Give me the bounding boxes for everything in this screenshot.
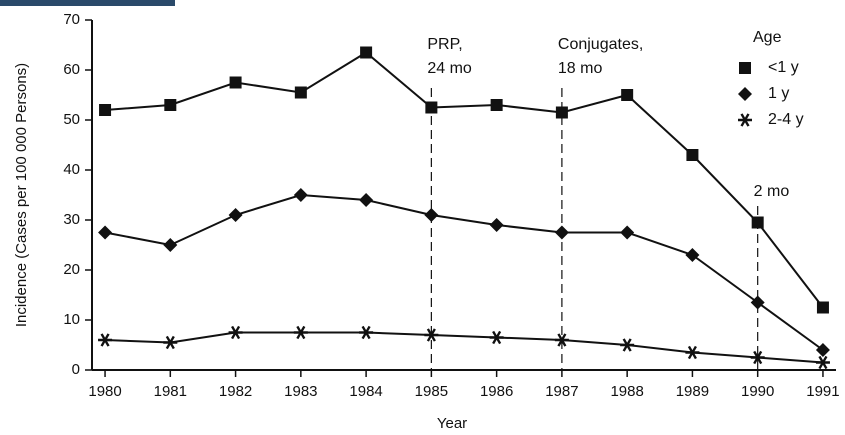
y-axis-label: Incidence (Cases per 100 000 Persons) <box>13 63 30 327</box>
marker-asterisk <box>163 335 178 350</box>
legend-marker <box>739 62 751 74</box>
marker-diamond <box>554 225 569 240</box>
marker-diamond <box>815 343 830 357</box>
annotation-text: 24 mo <box>427 60 472 77</box>
annotation-text: PRP, <box>427 36 462 53</box>
image-fragment <box>0 0 175 6</box>
marker-asterisk <box>554 333 569 347</box>
marker-square <box>229 76 242 89</box>
x-tick-label: 1982 <box>219 383 252 400</box>
marker-square <box>360 46 373 59</box>
marker-square <box>751 216 764 229</box>
annotation-text: Conjugates, <box>558 36 643 53</box>
marker-diamond <box>359 193 374 207</box>
x-tick-label: 1988 <box>610 383 643 400</box>
marker-square <box>555 106 568 119</box>
marker-asterisk <box>359 325 374 340</box>
y-tick-label: 70 <box>63 11 80 28</box>
marker-diamond <box>489 218 504 232</box>
marker-asterisk <box>815 355 830 370</box>
x-tick-label: 1983 <box>284 383 317 400</box>
annotation-text: 2 mo <box>754 183 790 200</box>
x-tick-label: 1984 <box>349 383 382 400</box>
marker-asterisk <box>424 328 439 342</box>
marker-diamond <box>228 208 243 222</box>
marker-asterisk <box>489 330 504 345</box>
series-line <box>104 193 824 351</box>
x-tick-label: 1990 <box>741 383 774 400</box>
legend-marker <box>738 113 752 127</box>
x-axis-label: Year <box>437 415 467 432</box>
annotation-text: 18 mo <box>558 60 603 77</box>
marker-square <box>294 86 307 99</box>
marker-asterisk <box>750 350 765 365</box>
marker-diamond <box>98 225 113 240</box>
legend-label: <1 y <box>768 59 799 76</box>
marker-asterisk <box>293 325 308 340</box>
y-tick-label: 10 <box>63 311 80 328</box>
y-tick-label: 50 <box>63 111 80 128</box>
legend-label: 2-4 y <box>768 111 804 128</box>
marker-diamond <box>620 225 635 240</box>
x-tick-label: 1981 <box>154 383 187 400</box>
marker-diamond <box>424 208 439 222</box>
y-tick-label: 20 <box>63 261 80 278</box>
legend-title: Age <box>753 29 782 46</box>
marker-square <box>99 104 112 116</box>
x-tick-label: 1986 <box>480 383 513 400</box>
series-line <box>105 331 824 364</box>
y-tick-label: 30 <box>63 211 80 228</box>
y-tick-label: 40 <box>63 161 80 178</box>
series-line <box>104 51 824 309</box>
x-tick-label: 1985 <box>415 383 448 400</box>
marker-square <box>816 301 829 314</box>
marker-asterisk <box>98 333 113 347</box>
x-tick-label: 1989 <box>676 383 709 400</box>
marker-square <box>425 101 438 114</box>
legend-marker <box>738 87 752 101</box>
x-tick-label: 1980 <box>88 383 121 400</box>
marker-asterisk <box>685 345 700 360</box>
marker-asterisk <box>620 338 635 352</box>
marker-diamond <box>293 188 308 202</box>
y-tick-label: 60 <box>63 61 80 78</box>
marker-diamond <box>685 248 700 262</box>
legend-label: 1 y <box>768 85 789 102</box>
marker-square <box>686 149 699 161</box>
x-tick-label: 1991 <box>806 383 839 400</box>
marker-square <box>490 99 503 111</box>
marker-asterisk <box>228 325 243 340</box>
marker-square <box>164 99 177 111</box>
marker-square <box>621 89 634 101</box>
marker-diamond <box>163 238 178 252</box>
x-tick-label: 1987 <box>545 383 578 400</box>
marker-diamond <box>750 295 765 310</box>
y-tick-label: 0 <box>72 361 80 378</box>
